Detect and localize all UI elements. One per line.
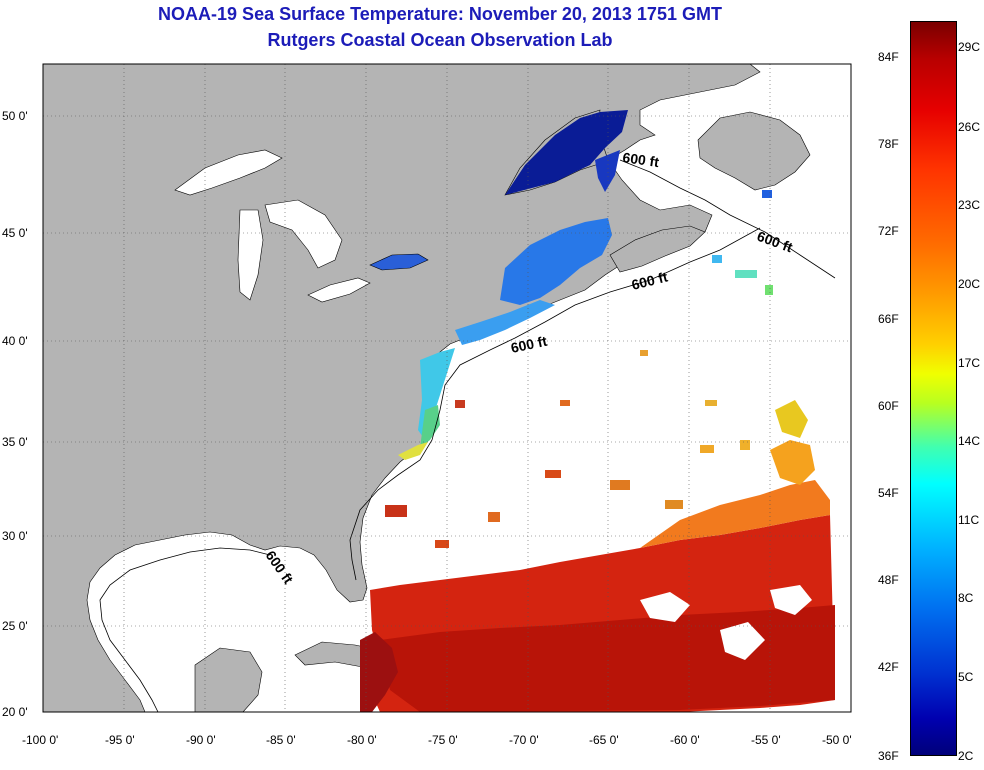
lake-superior <box>174 149 283 196</box>
sst-bahamas-dark <box>360 632 398 712</box>
lat-label-30: 30 0' <box>2 529 28 543</box>
lon-label-65: -65 0' <box>589 733 619 747</box>
lon-label-55: -55 0' <box>751 733 781 747</box>
isobath-label: 600 ft <box>622 149 661 170</box>
colorbar-c-label: 5C <box>958 670 974 684</box>
colorbar-c-label: 17C <box>958 356 981 370</box>
map-gridlines <box>43 64 851 712</box>
sst-orange-east-patch <box>770 440 815 485</box>
temperature-colorbar <box>910 21 957 756</box>
lat-label-20: 20 0' <box>2 705 28 719</box>
lon-label-80: -80 0' <box>347 733 377 747</box>
lat-label-40: 40 0' <box>2 334 28 348</box>
land-newfoundland <box>697 111 811 191</box>
land-nova-scotia <box>609 225 706 273</box>
sst-gulf-of-maine <box>500 218 612 305</box>
sst-cape-hatteras-yellow <box>398 442 428 460</box>
lon-label-95: -95 0' <box>105 733 135 747</box>
colorbar-c-label: 8C <box>958 591 974 605</box>
lon-label-75: -75 0' <box>428 733 458 747</box>
sst-yellow-east-patch <box>775 400 808 438</box>
lake-michigan <box>237 209 264 301</box>
colorbar-c-label: 26C <box>958 120 981 134</box>
colorbar-f-label: 42F <box>878 660 899 674</box>
lat-label-35: 35 0' <box>2 435 28 449</box>
map-subtitle: Rutgers Coastal Ocean Observation Lab <box>267 30 613 50</box>
colorbar-c-label: 20C <box>958 277 981 291</box>
lat-label-50: 50 0' <box>2 109 28 123</box>
colorbar-c-label: 14C <box>958 434 981 448</box>
colorbar-c-label: 23C <box>958 198 981 212</box>
sst-southern-new-england <box>455 300 555 345</box>
colorbar-f-label: 78F <box>878 137 899 151</box>
lake-ontario <box>369 253 429 271</box>
colorbar-c-label: 29C <box>958 40 981 54</box>
map-title: NOAA-19 Sea Surface Temperature: Novembe… <box>158 4 722 24</box>
cloud-gap-1 <box>640 592 690 622</box>
sst-scattered-specks <box>385 190 773 548</box>
sst-orange-front <box>640 480 830 548</box>
sst-gulf-of-st-lawrence <box>505 110 628 195</box>
sst-st-lawrence-estuary <box>595 150 620 192</box>
colorbar-c-label: 11C <box>958 513 980 527</box>
lon-label-70: -70 0' <box>509 733 539 747</box>
lat-label-45: 45 0' <box>2 226 28 240</box>
colorbar-f-label: 84F <box>878 50 899 64</box>
isobath-label: 600 ft <box>509 333 548 356</box>
lake-erie <box>307 277 371 303</box>
colorbar-f-label: 60F <box>878 399 899 413</box>
lon-label-60: -60 0' <box>670 733 700 747</box>
cloud-gap-3 <box>770 585 812 615</box>
lon-label-90: -90 0' <box>186 733 216 747</box>
land-yucatan <box>194 647 263 712</box>
colorbar-f-label: 72F <box>878 224 899 238</box>
lon-label-100: -100 0' <box>22 733 59 747</box>
sst-nc-shelf <box>420 405 440 448</box>
cloud-gap-2 <box>720 622 765 660</box>
isobath-600ft-line <box>99 159 836 712</box>
lake-huron <box>264 199 343 269</box>
map-frame <box>42 63 852 713</box>
lon-label-50: -50 0' <box>822 733 852 747</box>
colorbar-c-label: 2C <box>958 749 974 763</box>
colorbar-f-label: 54F <box>878 486 899 500</box>
lon-label-85: -85 0' <box>266 733 296 747</box>
colorbar-f-label: 66F <box>878 312 899 326</box>
lat-label-25: 25 0' <box>2 619 28 633</box>
colorbar-f-label: 36F <box>878 749 899 763</box>
colorbar-f-label: 48F <box>878 573 899 587</box>
